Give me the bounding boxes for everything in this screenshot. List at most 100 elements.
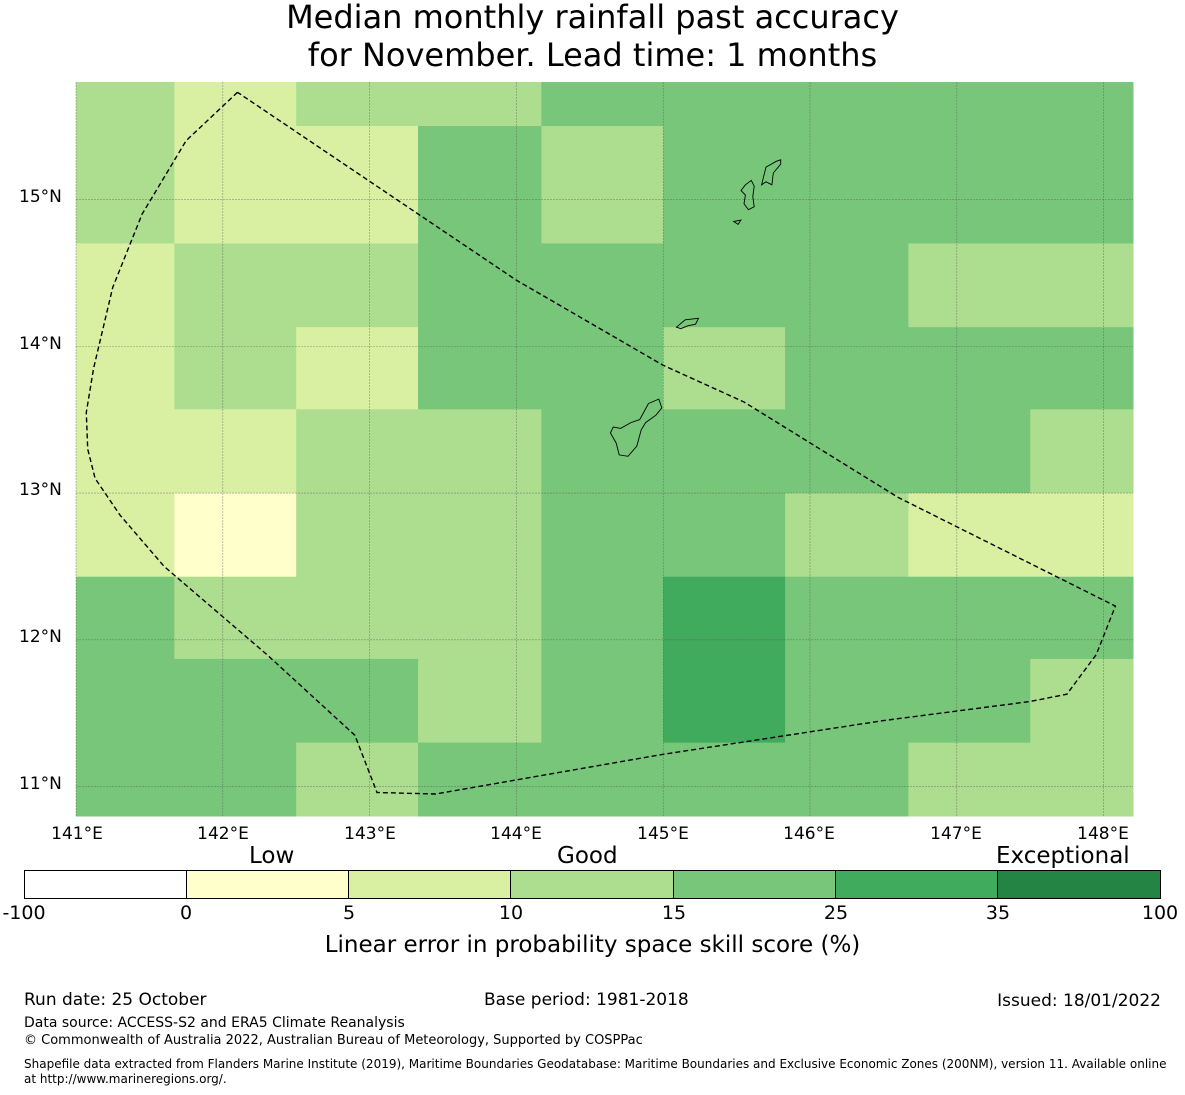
skill-cell bbox=[541, 126, 664, 244]
graticule bbox=[75, 82, 1133, 816]
skill-cell bbox=[174, 126, 297, 244]
skill-cell bbox=[174, 243, 297, 328]
skill-cell bbox=[663, 742, 786, 817]
skill-cell bbox=[541, 243, 664, 328]
skill-cell bbox=[908, 493, 1031, 578]
skill-cell bbox=[541, 576, 664, 660]
skill-cell bbox=[76, 658, 175, 744]
colorbar-tick: 100 bbox=[1141, 902, 1179, 924]
skill-cell bbox=[785, 742, 909, 817]
skill-cell bbox=[541, 742, 664, 817]
island-outline bbox=[740, 179, 755, 211]
lon-label-141e: 141°E bbox=[51, 824, 103, 844]
colorbar-swatch-7 bbox=[997, 871, 1160, 898]
skill-cell bbox=[1030, 493, 1134, 578]
skill-cell bbox=[174, 327, 297, 410]
skill-cell bbox=[908, 126, 1031, 244]
skill-cell bbox=[174, 409, 297, 494]
island-outline bbox=[609, 398, 663, 457]
colorbar-tick: 0 bbox=[179, 902, 193, 924]
skill-cell bbox=[418, 409, 542, 494]
skill-cell bbox=[1030, 82, 1134, 127]
skill-cell bbox=[296, 126, 419, 244]
skill-cell bbox=[418, 493, 542, 578]
skill-cell bbox=[418, 327, 542, 410]
skill-cell bbox=[785, 126, 909, 244]
skill-cell bbox=[76, 82, 175, 127]
skill-cell bbox=[785, 409, 909, 494]
skill-cell bbox=[908, 327, 1031, 410]
skill-cell bbox=[1030, 409, 1134, 494]
lat-label-11n: 11°N bbox=[19, 774, 62, 794]
skill-cell bbox=[418, 576, 542, 660]
colorbar-swatch-3 bbox=[349, 871, 512, 898]
skill-cell bbox=[174, 742, 297, 817]
colorbar-swatch-5 bbox=[673, 871, 836, 898]
skill-cell bbox=[296, 742, 419, 817]
lon-label-147e: 147°E bbox=[930, 824, 982, 844]
colorbar-swatch-6 bbox=[835, 871, 998, 898]
skill-cell bbox=[908, 742, 1031, 817]
chart-title-line-1: Median monthly rainfall past accuracy bbox=[286, 0, 899, 36]
coastlines bbox=[609, 159, 782, 457]
category-exceptional: Exceptional bbox=[996, 843, 1130, 869]
base-period: Base period: 1981-2018 bbox=[484, 990, 689, 1010]
skill-cell bbox=[174, 658, 297, 744]
island-outline bbox=[760, 159, 782, 186]
lat-label-13n: 13°N bbox=[19, 480, 62, 500]
skill-cell bbox=[418, 658, 542, 744]
skill-cell bbox=[785, 576, 909, 660]
category-low: Low bbox=[249, 843, 295, 869]
skill-cell bbox=[76, 409, 175, 494]
skill-score-map bbox=[75, 82, 1134, 817]
skill-cell bbox=[296, 409, 419, 494]
skill-cell bbox=[541, 409, 664, 494]
issued-date: Issued: 18/01/2022 bbox=[997, 991, 1161, 1011]
chart-title-line-2: for November. Lead time: 1 months bbox=[307, 36, 878, 74]
skill-cell bbox=[663, 658, 786, 744]
skill-cell bbox=[418, 82, 542, 127]
skill-cell bbox=[541, 658, 664, 744]
lon-label-144e: 144°E bbox=[490, 824, 542, 844]
skill-cell bbox=[663, 82, 786, 127]
island-outline bbox=[732, 219, 742, 226]
skill-cell bbox=[418, 742, 542, 817]
skill-cell bbox=[174, 576, 297, 660]
colorbar bbox=[24, 870, 1161, 899]
skill-grid bbox=[76, 82, 1134, 817]
colorbar-swatch-4 bbox=[511, 871, 674, 898]
skill-cell bbox=[296, 243, 419, 328]
colorbar-tick: 10 bbox=[498, 902, 524, 924]
colorbar-tick: 25 bbox=[823, 902, 849, 924]
skill-cell bbox=[663, 243, 786, 328]
colorbar-swatch-1 bbox=[25, 871, 188, 898]
eez-boundary bbox=[85, 91, 1117, 795]
skill-cell bbox=[663, 126, 786, 244]
run-date: Run date: 25 October bbox=[24, 990, 207, 1010]
copyright: © Commonwealth of Australia 2022, Austra… bbox=[24, 1033, 643, 1048]
data-source: Data source: ACCESS-S2 and ERA5 Climate … bbox=[24, 1015, 405, 1031]
lon-label-146e: 146°E bbox=[783, 824, 835, 844]
colorbar-tick: 35 bbox=[985, 902, 1011, 924]
skill-cell bbox=[76, 126, 175, 244]
colorbar-swatch-2 bbox=[187, 871, 350, 898]
shapefile-credit-line-1: Shapefile data extracted from Flanders M… bbox=[24, 1057, 1167, 1071]
shapefile-credit-line-2: at http://www.marineregions.org/. bbox=[24, 1072, 227, 1086]
colorbar-tick: 5 bbox=[342, 902, 356, 924]
skill-cell bbox=[296, 576, 419, 660]
skill-cell bbox=[1030, 742, 1134, 817]
lat-label-12n: 12°N bbox=[19, 627, 62, 647]
lon-label-145e: 145°E bbox=[637, 824, 689, 844]
skill-cell bbox=[296, 493, 419, 578]
skill-cell bbox=[908, 82, 1031, 127]
skill-cell bbox=[1030, 327, 1134, 410]
skill-cell bbox=[76, 327, 175, 410]
skill-cell bbox=[174, 493, 297, 578]
skill-cell bbox=[418, 243, 542, 328]
island-outline bbox=[675, 317, 700, 330]
skill-cell bbox=[76, 742, 175, 817]
skill-cell bbox=[1030, 126, 1134, 244]
skill-cell bbox=[418, 126, 542, 244]
skill-cell bbox=[296, 658, 419, 744]
skill-cell bbox=[908, 243, 1031, 328]
